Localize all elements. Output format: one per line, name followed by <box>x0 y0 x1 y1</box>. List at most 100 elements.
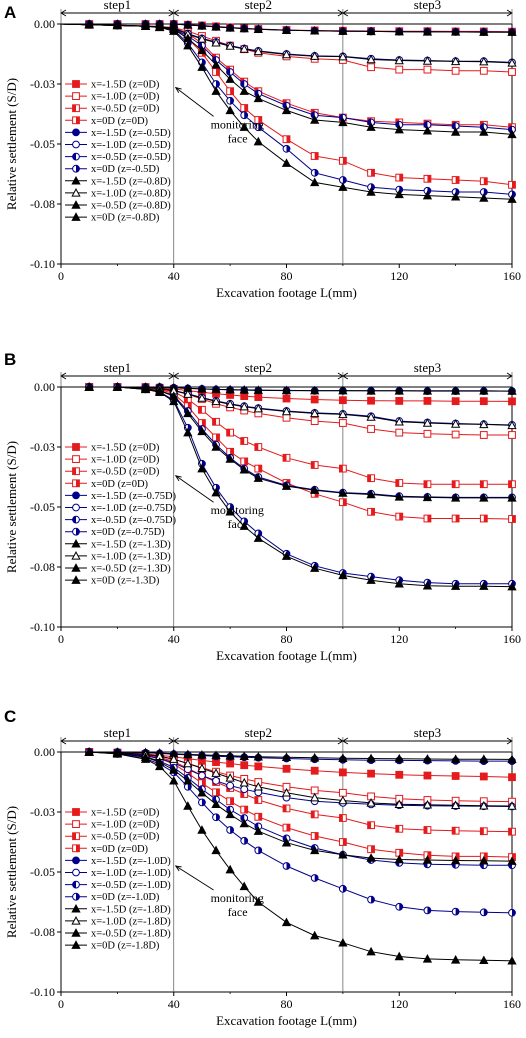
step-bracket-2: step2 <box>172 360 344 380</box>
data-point <box>479 193 489 202</box>
data-point <box>366 412 376 421</box>
data-point <box>394 26 404 36</box>
legend-marker <box>72 443 80 451</box>
data-point <box>225 74 235 83</box>
data-point <box>394 753 404 763</box>
legend-label: x=-1.0D (z=-1.0D) <box>91 868 171 879</box>
data-point <box>450 954 461 964</box>
data-point <box>212 68 220 76</box>
legend-label: x=-1.5D (z=-0.5D) <box>91 128 171 139</box>
data-point <box>450 56 461 66</box>
data-point <box>197 787 207 797</box>
data-point <box>423 480 432 489</box>
data-point <box>479 754 489 763</box>
step-bracket-2: step2 <box>172 725 344 745</box>
data-point <box>394 799 404 809</box>
data-point <box>282 394 291 403</box>
data-point <box>395 428 404 437</box>
data-point <box>239 521 249 530</box>
y-tick-label: -0.03 <box>30 77 55 91</box>
legend-label: x=-1.5D (z=0D) <box>91 443 160 454</box>
data-point <box>507 420 517 430</box>
data-point <box>508 397 516 406</box>
legend-entry: x=0D (z=-0.75D) <box>65 527 165 538</box>
data-point <box>112 382 123 391</box>
x-axis-title: Excavation footage L(mm) <box>216 648 357 663</box>
data-point <box>507 27 517 36</box>
data-point <box>394 385 404 395</box>
data-point <box>422 385 433 395</box>
legend-marker <box>72 856 80 865</box>
data-point <box>422 754 433 763</box>
data-point <box>254 443 263 451</box>
data-point <box>212 776 220 785</box>
data-point <box>211 59 221 69</box>
data-point <box>282 135 291 144</box>
data-point <box>212 417 220 426</box>
data-point <box>225 41 235 50</box>
data-point <box>508 480 516 489</box>
data-point <box>507 129 517 139</box>
data-point <box>310 51 320 60</box>
data-point <box>338 488 348 497</box>
data-point <box>366 54 376 64</box>
legend-entry: x=-1.0D (z=-1.3D) <box>65 551 171 562</box>
data-point <box>479 955 489 965</box>
legend-label: x=0D (z=-1.8D) <box>91 941 160 952</box>
legend-entry: x=-1.0D (z=-1.0D) <box>65 868 171 879</box>
data-point <box>197 45 207 55</box>
legend-marker <box>71 940 81 949</box>
data-point <box>423 771 432 780</box>
data-point <box>112 20 123 30</box>
data-point <box>239 86 249 95</box>
data-point <box>366 575 376 584</box>
data-point <box>479 908 488 917</box>
x-tick-label: 80 <box>281 632 293 646</box>
series-9 <box>61 747 517 764</box>
data-point <box>395 479 404 487</box>
step-label: step2 <box>245 0 272 12</box>
data-point <box>508 908 516 917</box>
data-point <box>226 826 235 834</box>
data-point <box>212 813 220 822</box>
legend-entry: x=0D (z=-0.5D) <box>65 164 160 175</box>
data-point <box>451 907 460 916</box>
data-point <box>310 930 320 940</box>
legend-entry: x=-1.0D (z=-0.5D) <box>65 140 171 151</box>
data-point <box>197 463 207 473</box>
data-point <box>395 512 404 521</box>
legend-marker <box>72 479 80 488</box>
data-point <box>253 385 263 394</box>
data-point <box>422 27 433 36</box>
legend-entry: x=-1.5D (z=-1.8D) <box>65 903 171 915</box>
legend-marker <box>72 491 80 500</box>
data-point <box>310 408 320 418</box>
data-point <box>310 417 319 425</box>
legend-entry: x=-0.5D (z=-0.8D) <box>65 200 171 212</box>
data-point <box>423 514 432 523</box>
legend-marker <box>72 515 80 524</box>
legend-label: x=0D (z=0D) <box>91 116 149 127</box>
x-axis-title: Excavation footage L(mm) <box>216 285 357 300</box>
legend-entry: x=-1.0D (z=0D) <box>65 820 160 831</box>
data-point <box>84 19 94 29</box>
legend-marker <box>72 164 80 173</box>
y-tick-label: 0.00 <box>34 745 55 759</box>
data-point <box>240 785 249 794</box>
y-tick-label: -0.05 <box>30 865 55 879</box>
data-point <box>183 775 193 785</box>
data-point <box>479 177 488 186</box>
legend-entry: x=-0.5D (z=-1.3D) <box>65 563 171 575</box>
data-point <box>451 430 460 439</box>
data-point <box>282 413 291 422</box>
legend-label: x=0D (z=-0.75D) <box>91 527 165 538</box>
data-point <box>422 418 433 427</box>
x-tick-label: 40 <box>168 269 180 283</box>
legend-entry: x=0D (z=0D) <box>65 116 149 127</box>
data-point <box>183 408 193 418</box>
data-point <box>239 401 249 411</box>
data-point <box>239 44 249 53</box>
annotation-line-1: monitoring <box>211 891 264 905</box>
data-point <box>310 461 319 469</box>
